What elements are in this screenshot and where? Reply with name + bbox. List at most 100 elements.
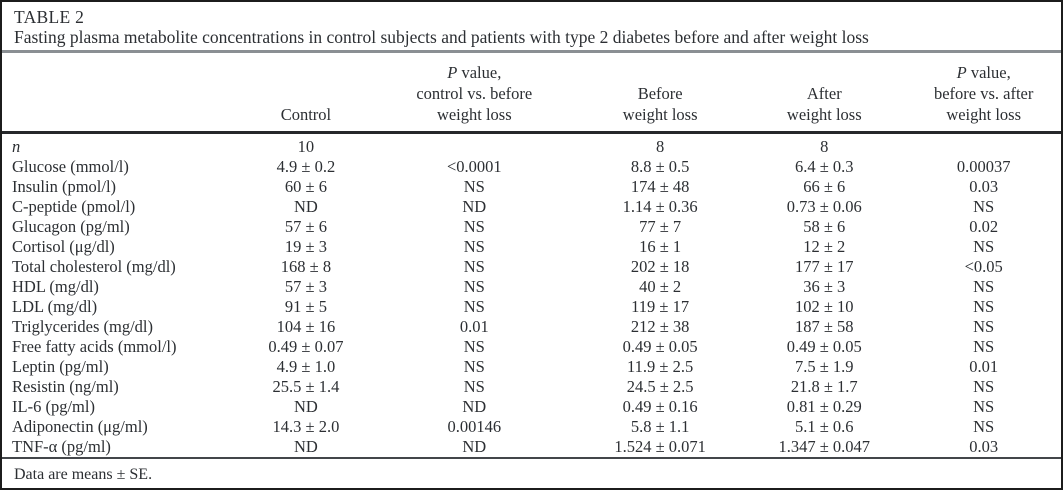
column-header-4: After weight loss <box>742 53 907 134</box>
cell-value: <0.05 <box>964 257 1003 276</box>
cell-value: 66 ± 6 <box>803 177 846 196</box>
row-label: TNF-α (pg/ml) <box>12 437 111 456</box>
cell-value: 4.9 ± 0.2 <box>276 157 336 176</box>
table-row: Total cholesterol (mg/dl) 168 ± 8 NS 202 ± … <box>2 257 1061 277</box>
cell-value: NS <box>463 277 485 296</box>
table-row: Free fatty acids (mmol/l) 0.49 ± 0.07 NS 0.… <box>2 337 1061 357</box>
cell-value: 91 ± 5 <box>284 297 327 316</box>
cell-value <box>906 133 1061 158</box>
table-row: Cortisol (μg/dl) 19 ± 3 NS 16 ± 1 12 ± 2 NS <box>2 237 1061 257</box>
cell-value: 0.81 ± 0.29 <box>786 397 862 416</box>
table-row: Adiponectin (μg/ml) 14.3 ± 2.0 0.00146 5.8 … <box>2 417 1061 437</box>
cell-value: ND <box>294 397 318 416</box>
cell-value: 0.01 <box>969 357 999 376</box>
row-label: n <box>12 137 21 156</box>
row-label: Leptin (pg/ml) <box>12 357 109 376</box>
cell-value: 0.49 ± 0.07 <box>268 337 344 356</box>
cell-value: 0.03 <box>969 177 999 196</box>
cell-value: 36 ± 3 <box>803 277 846 296</box>
cell-value: NS <box>463 257 485 276</box>
cell-value: 10 <box>297 137 315 156</box>
cell-value: 8 <box>820 137 829 156</box>
cell-value: 21.8 ± 1.7 <box>790 377 858 396</box>
cell-value: 177 ± 17 <box>795 257 854 276</box>
cell-value: NS <box>463 177 485 196</box>
cell-value: 102 ± 10 <box>795 297 854 316</box>
cell-value: 57 ± 3 <box>284 277 327 296</box>
row-label: Glucose (mmol/l) <box>12 157 129 176</box>
cell-value: 174 ± 48 <box>630 177 690 196</box>
cell-value: 58 ± 6 <box>803 217 846 236</box>
column-header-1: Control <box>241 53 371 134</box>
cell-value: ND <box>294 437 318 456</box>
table-footnote: Data are means ± SE. <box>14 466 153 483</box>
metabolite-table: Control P value, control vs. before weight … <box>2 53 1061 459</box>
cell-value: 1.14 ± 0.36 <box>622 197 698 216</box>
table-row: Glucose (mmol/l) 4.9 ± 0.2 <0.0001 8.8 ± 0.… <box>2 157 1061 177</box>
row-label: Resistin (ng/ml) <box>12 377 119 396</box>
cell-value: 16 ± 1 <box>639 237 682 256</box>
table-row: HDL (mg/dl) 57 ± 3 NS 40 ± 2 36 ± 3 NS <box>2 277 1061 297</box>
table-label: TABLE 2 <box>14 7 85 27</box>
cell-value: 0.49 ± 0.16 <box>622 397 698 416</box>
table-row: LDL (mg/dl) 91 ± 5 NS 119 ± 17 102 ± 10 NS <box>2 297 1061 317</box>
cell-value: 60 ± 6 <box>284 177 327 196</box>
cell-value: NS <box>973 377 995 396</box>
table-row: Leptin (pg/ml) 4.9 ± 1.0 NS 11.9 ± 2.5 7.5 ±… <box>2 357 1061 377</box>
cell-value: 0.03 <box>969 437 999 456</box>
row-label: Total cholesterol (mg/dl) <box>12 257 176 276</box>
cell-value: <0.0001 <box>446 157 502 176</box>
cell-value: 1.347 ± 0.047 <box>778 437 871 456</box>
row-label: Glucagon (pg/ml) <box>12 217 130 236</box>
table-row: TNF-α (pg/ml) ND ND 1.524 ± 0.071 1.347 ± 0.… <box>2 437 1061 458</box>
table-caption: Fasting plasma metabolite concentrations… <box>14 27 869 47</box>
column-header-5: P value, before vs. after weight loss <box>906 53 1061 134</box>
cell-value: 187 ± 58 <box>795 317 854 336</box>
cell-value: 8 <box>656 137 665 156</box>
column-header-3: Before weight loss <box>578 53 743 134</box>
cell-value: ND <box>294 197 318 216</box>
cell-value: 0.00037 <box>956 157 1011 176</box>
cell-value: NS <box>463 337 485 356</box>
cell-value: NS <box>463 217 485 236</box>
table-row: Insulin (pmol/l) 60 ± 6 NS 174 ± 48 66 ± 6 0.… <box>2 177 1061 197</box>
row-label: C-peptide (pmol/l) <box>12 197 136 216</box>
cell-value: 0.49 ± 0.05 <box>786 337 862 356</box>
cell-value: NS <box>973 197 995 216</box>
cell-value: 5.8 ± 1.1 <box>630 417 690 436</box>
cell-value: 11.9 ± 2.5 <box>627 357 694 376</box>
row-label: Insulin (pmol/l) <box>12 177 117 196</box>
cell-value: NS <box>973 397 995 416</box>
cell-value: 12 ± 2 <box>803 237 846 256</box>
column-header-2: P value, control vs. before weight loss <box>370 53 579 134</box>
table-row: Glucagon (pg/ml) 57 ± 6 NS 77 ± 7 58 ± 6 0.02 <box>2 217 1061 237</box>
table-row: Triglycerides (mg/dl) 104 ± 16 0.01 212 ± 3… <box>2 317 1061 337</box>
table-body: n 10 8 8 Glucose (mmol/l) 4.9 ± 0.2 <0.0001 8.8… <box>2 133 1061 459</box>
table-header: Control P value, control vs. before weight … <box>2 53 1061 134</box>
cell-value: 168 ± 8 <box>280 257 332 276</box>
cell-value: NS <box>463 357 485 376</box>
row-label: HDL (mg/dl) <box>12 277 99 296</box>
cell-value: ND <box>462 397 487 416</box>
cell-value: 212 ± 38 <box>630 317 690 336</box>
caption-divider <box>2 50 1061 53</box>
table-row: Resistin (ng/ml) 25.5 ± 1.4 NS 24.5 ± 2.5 21… <box>2 377 1061 397</box>
cell-value: 0.49 ± 0.05 <box>622 337 698 356</box>
cell-value: NS <box>973 277 995 296</box>
row-label: Cortisol (μg/dl) <box>12 237 115 256</box>
row-label: Free fatty acids (mmol/l) <box>12 337 177 356</box>
cell-value: NS <box>973 317 995 336</box>
table-row: IL-6 (pg/ml) ND ND 0.49 ± 0.16 0.81 ± 0.29 NS <box>2 397 1061 417</box>
row-label: LDL (mg/dl) <box>12 297 98 316</box>
cell-value: NS <box>973 237 995 256</box>
row-label: Adiponectin (μg/ml) <box>12 417 148 436</box>
cell-value: 0.73 ± 0.06 <box>786 197 862 216</box>
title-block: TABLE 2 Fasting plasma metabolite concen… <box>2 2 1061 47</box>
cell-value: 0.00146 <box>447 417 502 436</box>
row-label: Triglycerides (mg/dl) <box>12 317 153 336</box>
cell-value: 119 ± 17 <box>631 297 690 316</box>
cell-value: 24.5 ± 2.5 <box>626 377 694 396</box>
cell-value <box>371 133 579 158</box>
cell-value: 202 ± 18 <box>630 257 690 276</box>
